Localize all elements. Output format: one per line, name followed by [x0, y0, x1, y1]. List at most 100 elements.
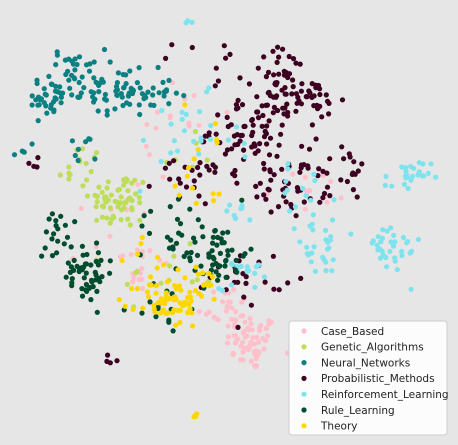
data-point — [243, 274, 249, 280]
data-point — [233, 124, 240, 130]
data-point — [271, 172, 277, 178]
data-point — [172, 294, 178, 300]
data-point — [355, 168, 361, 174]
data-point — [282, 85, 288, 91]
data-point — [43, 92, 49, 98]
data-point — [58, 94, 64, 100]
legend-marker — [301, 360, 307, 366]
data-point — [193, 200, 199, 206]
data-point — [215, 112, 221, 118]
data-point — [88, 89, 94, 95]
data-point — [223, 55, 229, 61]
data-point — [254, 263, 260, 269]
data-point — [63, 71, 69, 78]
data-point — [97, 279, 103, 285]
data-point — [224, 109, 230, 115]
data-point — [252, 284, 258, 290]
data-point — [263, 196, 269, 202]
data-point — [216, 272, 222, 278]
data-point — [72, 219, 78, 225]
data-point — [144, 289, 150, 295]
data-point — [72, 67, 78, 73]
data-point — [153, 290, 159, 296]
data-point — [84, 193, 91, 199]
data-point — [173, 286, 179, 292]
data-point — [146, 183, 152, 189]
data-point — [75, 157, 81, 164]
data-point — [293, 108, 299, 114]
data-point — [151, 302, 157, 308]
data-point — [282, 105, 288, 111]
data-point — [78, 90, 84, 96]
data-point — [80, 252, 86, 258]
data-point — [127, 222, 133, 228]
data-point — [388, 225, 394, 231]
data-point — [224, 147, 231, 153]
data-point — [53, 218, 59, 224]
data-point — [275, 107, 281, 114]
data-point — [286, 53, 292, 60]
data-point — [93, 277, 99, 283]
data-point — [300, 185, 306, 191]
data-point — [141, 213, 147, 219]
data-point — [207, 136, 214, 142]
data-point — [408, 177, 414, 183]
data-point — [324, 199, 330, 205]
data-point — [104, 185, 110, 191]
data-point — [220, 299, 226, 305]
data-point — [254, 354, 260, 360]
data-point — [221, 43, 227, 49]
data-point — [270, 94, 277, 100]
data-point — [227, 299, 233, 305]
data-point — [107, 270, 113, 276]
data-point — [125, 93, 131, 99]
data-point — [166, 77, 172, 83]
data-point — [129, 285, 135, 292]
data-point — [255, 115, 262, 121]
data-point — [234, 180, 240, 186]
data-point — [93, 150, 100, 156]
data-point — [41, 86, 47, 92]
data-point — [158, 158, 164, 165]
data-point — [136, 194, 142, 201]
data-point — [68, 264, 74, 270]
data-point — [237, 75, 243, 81]
data-point — [351, 159, 357, 165]
data-point — [303, 188, 309, 194]
data-point — [114, 358, 120, 364]
data-point — [210, 262, 216, 268]
data-point — [34, 77, 40, 83]
data-point — [299, 81, 305, 87]
data-point — [222, 151, 228, 157]
data-point — [121, 84, 127, 90]
data-point — [216, 191, 222, 197]
data-point — [195, 147, 201, 153]
data-point — [46, 73, 52, 79]
data-point — [316, 166, 322, 172]
data-point — [249, 327, 255, 333]
data-point — [105, 197, 111, 203]
data-point — [68, 244, 74, 250]
data-point — [139, 285, 146, 292]
data-point — [270, 48, 276, 54]
data-point — [276, 71, 282, 77]
data-point — [319, 114, 325, 120]
data-point — [310, 227, 316, 233]
data-point — [254, 94, 260, 100]
data-point — [242, 251, 248, 257]
data-point — [150, 85, 156, 91]
data-point — [261, 54, 267, 60]
data-point — [61, 241, 67, 247]
data-point — [218, 236, 224, 242]
data-point — [96, 184, 102, 190]
data-point — [329, 217, 336, 223]
data-point — [344, 178, 350, 185]
data-point — [285, 280, 291, 286]
data-point — [74, 263, 80, 269]
data-point — [232, 267, 238, 273]
data-point — [313, 136, 319, 142]
data-point — [211, 256, 217, 262]
data-point — [198, 138, 204, 144]
data-point — [154, 109, 161, 115]
data-point — [99, 214, 105, 220]
